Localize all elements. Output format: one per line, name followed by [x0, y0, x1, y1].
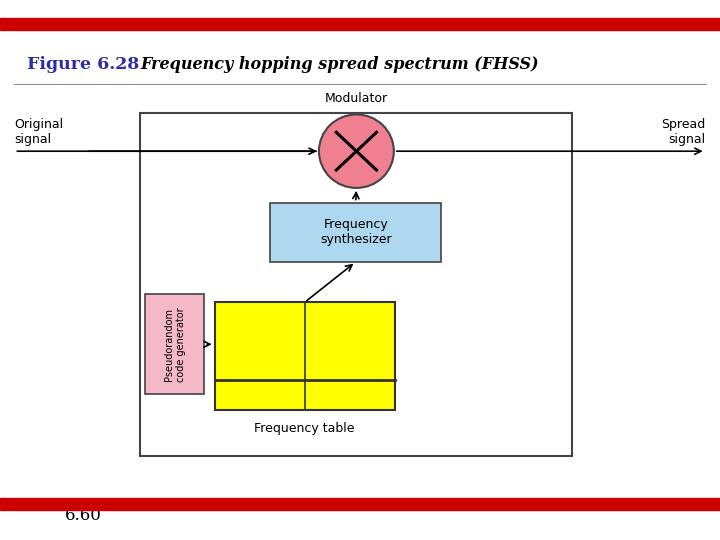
- Bar: [145, 294, 204, 394]
- Text: Spread
signal: Spread signal: [662, 118, 706, 146]
- Text: Frequency hopping spread spectrum (FHSS): Frequency hopping spread spectrum (FHSS): [140, 56, 539, 73]
- Text: Pseudorandom
code generator: Pseudorandom code generator: [164, 307, 186, 382]
- Text: Original
signal: Original signal: [14, 118, 63, 146]
- Bar: [0, 498, 720, 510]
- Text: Figure 6.28: Figure 6.28: [27, 56, 140, 73]
- Text: 6.60: 6.60: [65, 507, 102, 524]
- Bar: [215, 302, 395, 410]
- Bar: [270, 202, 441, 262]
- Text: Modulator: Modulator: [325, 92, 388, 105]
- Bar: [0, 18, 720, 30]
- Ellipse shape: [319, 114, 394, 188]
- Bar: [140, 113, 572, 456]
- Text: Frequency table: Frequency table: [254, 422, 355, 435]
- Text: Frequency
synthesizer: Frequency synthesizer: [320, 218, 392, 246]
